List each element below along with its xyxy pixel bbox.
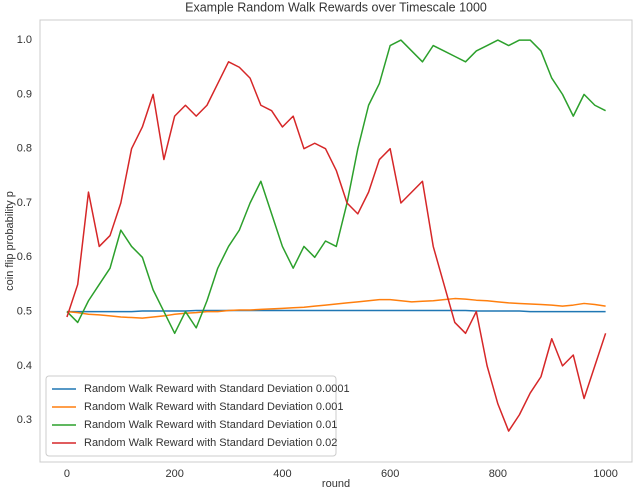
legend-label: Random Walk Reward with Standard Deviati… bbox=[84, 383, 350, 395]
y-tick-label: 0.5 bbox=[17, 305, 32, 317]
chart-title: Example Random Walk Rewards over Timesca… bbox=[185, 0, 487, 14]
y-tick-label: 0.3 bbox=[17, 414, 32, 426]
legend-box bbox=[45, 375, 337, 457]
x-tick-label: 0 bbox=[64, 468, 70, 480]
x-tick-label: 200 bbox=[165, 468, 183, 480]
x-axis-label: round bbox=[322, 478, 350, 490]
y-tick-label: 0.8 bbox=[17, 143, 32, 155]
x-tick-label: 600 bbox=[381, 468, 399, 480]
legend-label: Random Walk Reward with Standard Deviati… bbox=[84, 437, 337, 449]
legend: Random Walk Reward with Standard Deviati… bbox=[45, 375, 350, 457]
plot-frame bbox=[39, 19, 633, 463]
data-line bbox=[66, 309, 606, 313]
y-axis-label: coin flip probability p bbox=[4, 191, 16, 291]
data-line bbox=[66, 61, 607, 432]
data-line bbox=[66, 297, 606, 319]
data-line bbox=[66, 39, 606, 335]
legend-label: Random Walk Reward with Standard Deviati… bbox=[84, 419, 337, 431]
x-tick-label: 400 bbox=[273, 468, 291, 480]
y-tick-label: 0.6 bbox=[17, 251, 32, 263]
y-tick-label: 0.4 bbox=[17, 360, 32, 372]
x-tick-label: 1000 bbox=[593, 468, 617, 480]
y-tick-label: 0.7 bbox=[17, 197, 32, 209]
x-tick-label: 800 bbox=[489, 468, 507, 480]
y-tick-label: 0.9 bbox=[17, 88, 32, 100]
y-tick-label: 1.0 bbox=[17, 34, 32, 46]
legend-label: Random Walk Reward with Standard Deviati… bbox=[84, 401, 343, 413]
